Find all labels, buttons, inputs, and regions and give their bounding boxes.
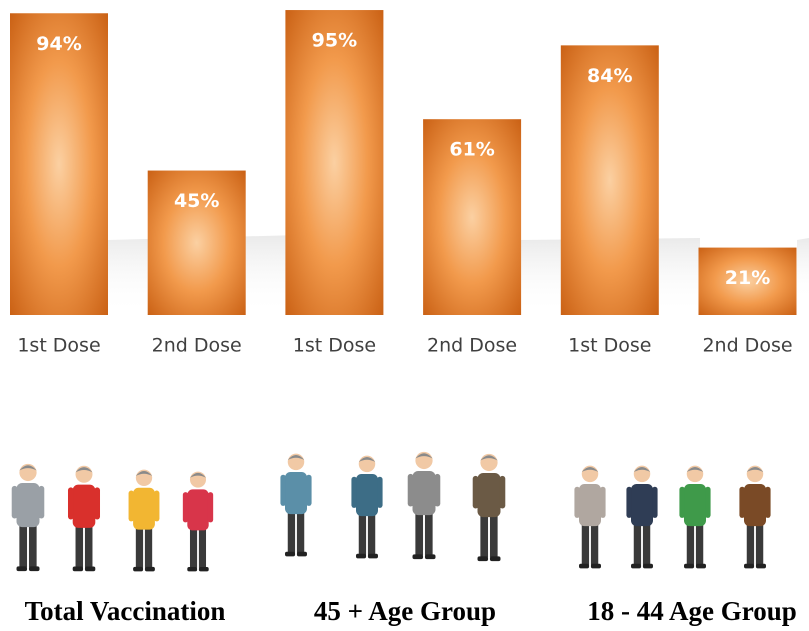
caption: 45 + Age Group xyxy=(314,596,496,626)
x-tick-label: 2nd Dose xyxy=(427,335,517,357)
person-icon xyxy=(574,466,605,569)
bar xyxy=(285,10,383,315)
value-label: 94% xyxy=(36,33,81,55)
group-label: 45 + age xyxy=(359,382,447,404)
person-icon xyxy=(626,466,657,569)
person-icon xyxy=(739,466,770,569)
chart: 94% 1st Dose 45% 2nd Dose 95% 1st Dose 61% 2nd … xyxy=(0,0,809,631)
people-18-44 xyxy=(574,466,770,569)
x-tick-label: 2nd Dose xyxy=(152,335,242,357)
x-tick-label: 2nd Dose xyxy=(702,335,792,357)
group-label: Total Vaccination xyxy=(47,382,208,404)
value-label: 84% xyxy=(587,65,632,87)
bar xyxy=(10,13,108,315)
captions: Total Vaccination 45 + Age Group 18 - 44 A… xyxy=(25,596,797,626)
value-label: 45% xyxy=(174,190,219,212)
person-icon xyxy=(129,470,160,572)
page: 94% 1st Dose 45% 2nd Dose 95% 1st Dose 61% 2nd … xyxy=(0,0,809,631)
x-tick-label: 1st Dose xyxy=(17,335,100,357)
caption: 18 - 44 Age Group xyxy=(587,596,797,626)
person-icon xyxy=(679,466,710,569)
value-label: 21% xyxy=(725,267,770,289)
person-icon xyxy=(183,472,213,572)
x-tick-label: 1st Dose xyxy=(293,335,376,357)
people-45 xyxy=(280,452,505,561)
person-icon xyxy=(68,466,100,571)
person-icon xyxy=(351,456,382,559)
group-labels: Total Vaccination 45 + age 18 - 44 years xyxy=(47,382,742,404)
x-tick-label: 1st Dose xyxy=(568,335,651,357)
group-label: 18 - 44 years xyxy=(616,382,742,404)
people-total xyxy=(12,464,213,572)
person-icon xyxy=(473,454,506,561)
person-icon xyxy=(12,464,45,571)
person-icon xyxy=(280,454,311,557)
value-label: 61% xyxy=(449,139,494,161)
person-icon xyxy=(408,452,441,559)
value-label: 95% xyxy=(312,30,357,52)
caption: Total Vaccination xyxy=(25,596,226,626)
